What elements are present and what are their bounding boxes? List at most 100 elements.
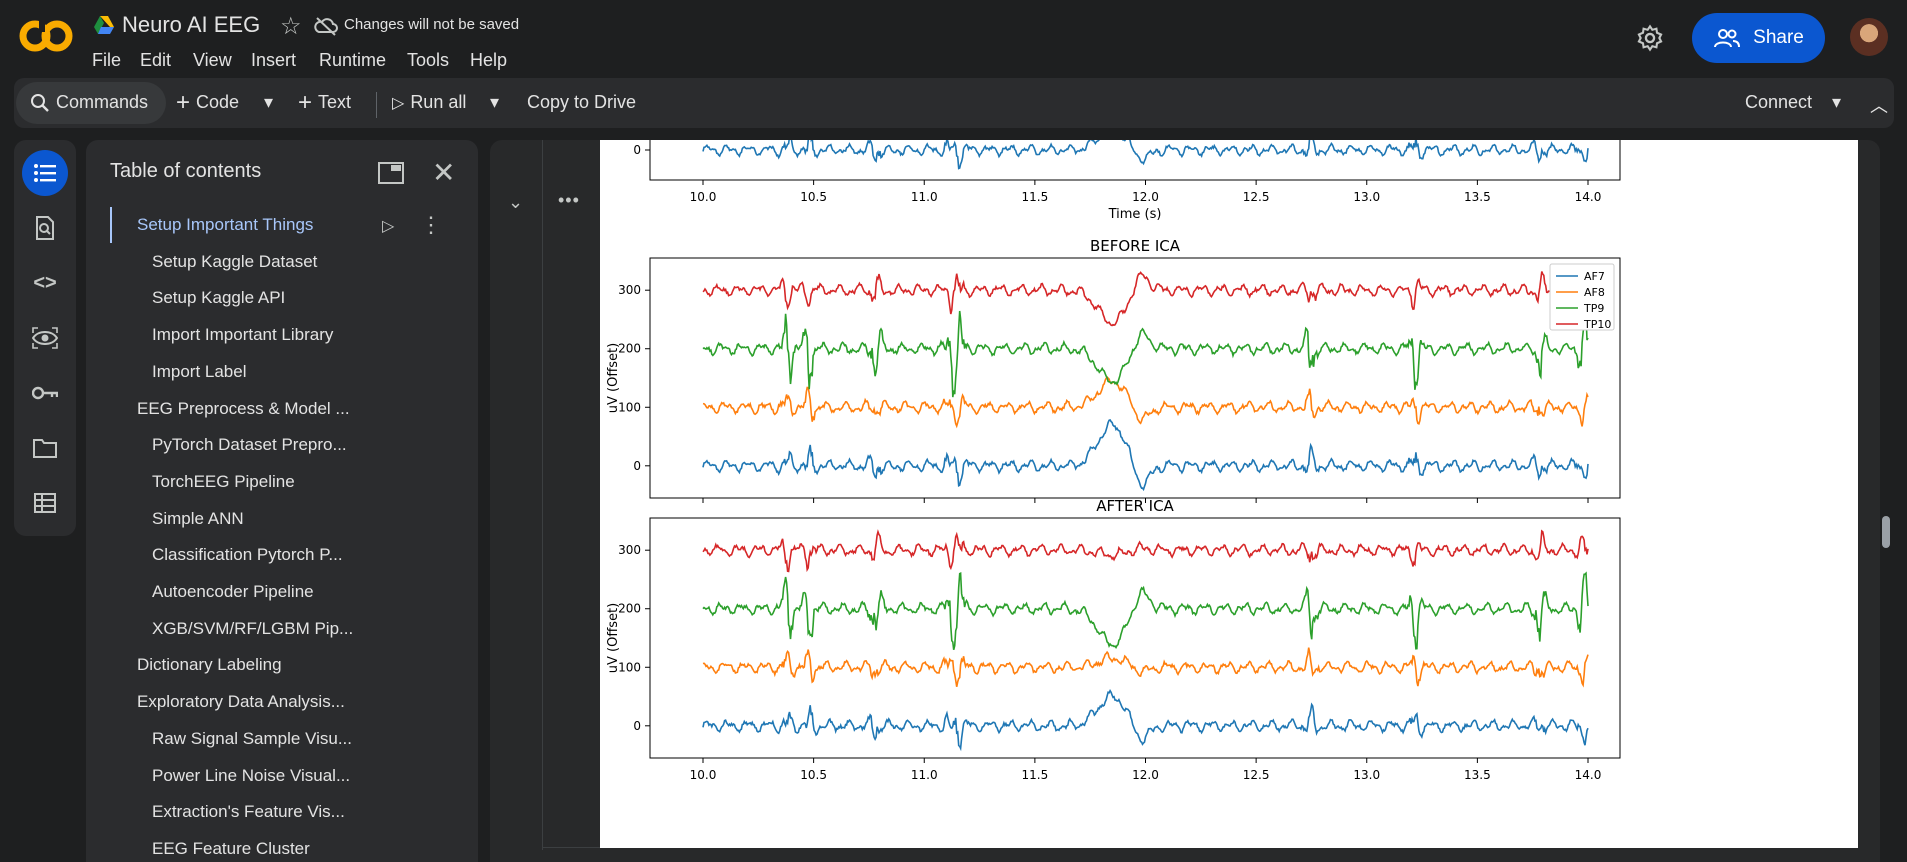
add-text-label: Text — [318, 92, 352, 112]
code-snippets-icon[interactable]: <> — [33, 271, 57, 294]
toc-item[interactable]: EEG Feature Cluster — [152, 838, 310, 858]
run-all-button[interactable]: ▷ Run all — [392, 92, 466, 113]
x-axis-label: Time (s) — [1108, 207, 1162, 222]
y-tick-label: 100 — [618, 660, 641, 674]
toolbar-divider — [376, 92, 377, 118]
toc-item[interactable]: Setup Kaggle API — [152, 288, 286, 308]
find-icon[interactable] — [22, 205, 68, 251]
toc-title: Table of contents — [110, 160, 262, 182]
plot-frame — [649, 257, 1621, 499]
folder-icon[interactable] — [22, 425, 68, 471]
connect-button[interactable]: Connect — [1745, 92, 1812, 113]
series-line-tp9 — [702, 310, 1589, 398]
x-tick-label: 10.0 — [690, 768, 717, 782]
x-tick-label: 12.5 — [1243, 768, 1270, 782]
x-tick-label: 14.0 — [1575, 190, 1602, 204]
run-all-label: Run all — [410, 92, 467, 112]
chart-title: BEFORE ICA — [1090, 237, 1181, 255]
plus-icon: + — [298, 88, 313, 116]
legend-label: TP10 — [1583, 318, 1611, 331]
menu-edit[interactable]: Edit — [140, 50, 172, 70]
scrollbar-thumb[interactable] — [1882, 516, 1890, 548]
toc-item[interactable]: EEG Preprocess & Model ... — [137, 398, 350, 418]
commands-button-content[interactable]: Commands — [30, 92, 148, 113]
chart-title: AFTER ICA — [1096, 497, 1174, 515]
x-tick-label: 12.5 — [1243, 190, 1270, 204]
toc-item[interactable]: Raw Signal Sample Visu... — [152, 728, 353, 748]
collapse-output-chevron-icon[interactable]: ⌄ — [508, 192, 524, 212]
x-tick-label: 12.0 — [1132, 768, 1159, 782]
star-icon[interactable]: ☆ — [280, 13, 302, 40]
toc-item[interactable]: Autoencoder Pipeline — [152, 582, 314, 601]
unsaved-notice[interactable]: Changes will not be saved — [344, 16, 520, 33]
more-vert-icon[interactable]: ⋮ — [420, 212, 442, 237]
series-line-tp9 — [702, 571, 1589, 650]
toc-item[interactable]: Power Line Noise Visual... — [152, 765, 351, 785]
menu-tools[interactable]: Tools — [407, 50, 450, 70]
variables-icon[interactable] — [22, 315, 68, 361]
toc-icon[interactable] — [22, 150, 68, 196]
output-actions-more-icon[interactable]: ••• — [558, 190, 580, 210]
y-tick-label: 200 — [618, 342, 641, 356]
add-code-button[interactable]: + Code — [176, 90, 239, 114]
add-text-button[interactable]: + Text — [298, 88, 352, 116]
toc-item[interactable]: Classification Pytorch P... — [152, 545, 343, 565]
y-tick-label: 0 — [633, 459, 641, 473]
toc-item[interactable]: XGB/SVM/RF/LGBM Pip... — [152, 618, 354, 638]
copy-to-drive-button[interactable]: Copy to Drive — [527, 92, 636, 113]
close-icon[interactable]: ✕ — [432, 157, 456, 188]
toc-item[interactable]: PyTorch Dataset Prepro... — [152, 435, 347, 455]
secrets-key-icon[interactable] — [22, 370, 68, 416]
toc-item[interactable]: TorchEEG Pipeline — [152, 471, 295, 491]
series-line-af7 — [702, 419, 1589, 492]
cell-output: 0 10.0 10.5 11.0 11.5 12.0 12.5 13.0 13.5 14.0 Tim… — [600, 140, 1858, 848]
collapse-header-chevron-icon[interactable]: ︿ — [1870, 96, 1888, 116]
y-tick-label: 200 — [618, 602, 641, 616]
menu-file[interactable]: File — [92, 50, 122, 70]
settings-icon[interactable] — [1636, 24, 1664, 52]
cloud-off-icon — [314, 17, 338, 36]
toc-item[interactable]: Dictionary Labeling — [137, 655, 282, 675]
open-in-tab-icon[interactable] — [378, 162, 404, 184]
series-line-tp10 — [702, 267, 1589, 327]
people-icon — [1714, 29, 1741, 48]
play-icon: ▷ — [392, 94, 405, 112]
series-line-af7 — [702, 689, 1589, 752]
notebook-title[interactable]: Neuro AI EEG — [122, 12, 261, 37]
x-tick-label: 10.5 — [800, 190, 827, 204]
share-button[interactable]: Share — [1692, 13, 1825, 63]
copy-to-drive-label: Copy to Drive — [527, 92, 637, 112]
toc-item[interactable]: Import Label — [152, 361, 247, 381]
cell-border — [542, 140, 543, 850]
x-tick-label: 13.0 — [1353, 190, 1380, 204]
code-dropdown-chevron-icon[interactable]: ▾ — [264, 92, 274, 112]
legend-label: AF7 — [1584, 270, 1605, 283]
toc-active-indicator — [110, 207, 112, 243]
menu-insert[interactable]: Insert — [251, 50, 297, 70]
series-line-af7 — [702, 140, 1589, 170]
run-section-play-icon[interactable]: ▷ — [382, 218, 395, 235]
toc-item[interactable]: Exploratory Data Analysis... — [137, 692, 345, 712]
connect-dropdown-chevron-icon[interactable]: ▾ — [1832, 92, 1842, 112]
menu-help[interactable]: Help — [470, 50, 508, 70]
colab-logo[interactable] — [18, 14, 74, 58]
menu-runtime[interactable]: Runtime — [319, 50, 387, 70]
toc-item[interactable]: Import Important Library — [152, 325, 334, 345]
avatar[interactable] — [1850, 18, 1888, 56]
x-tick-label: 10.0 — [690, 190, 717, 204]
toc-item[interactable]: Setup Kaggle Dataset — [152, 251, 318, 271]
menu-view[interactable]: View — [193, 50, 232, 70]
toc-item[interactable]: Extraction's Feature Vis... — [152, 802, 345, 822]
x-tick-label: 11.0 — [911, 768, 938, 782]
data-table-icon[interactable] — [22, 480, 68, 526]
y-tick-label: 0 — [633, 719, 641, 733]
legend-label: TP9 — [1583, 302, 1604, 315]
toc-item[interactable]: Setup Important Things — [137, 215, 314, 234]
x-tick-label: 12.0 — [1132, 190, 1159, 204]
toc-item[interactable]: Simple ANN — [152, 508, 244, 528]
series-line-af8 — [702, 647, 1589, 688]
run-all-dropdown-chevron-icon[interactable]: ▾ — [490, 92, 500, 112]
commands-button[interactable] — [16, 82, 166, 124]
search-icon — [31, 93, 49, 112]
y-tick-label: 300 — [618, 543, 641, 557]
